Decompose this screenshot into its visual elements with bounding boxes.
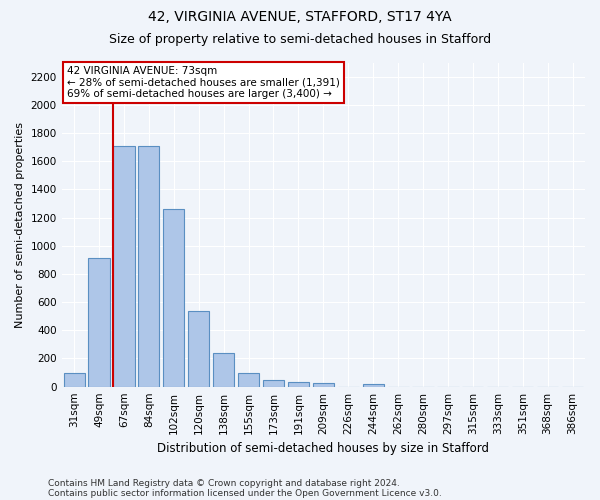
Bar	[362, 384, 384, 386]
Bar	[113, 146, 134, 386]
Text: 42, VIRGINIA AVENUE, STAFFORD, ST17 4YA: 42, VIRGINIA AVENUE, STAFFORD, ST17 4YA	[148, 10, 452, 24]
Bar	[138, 146, 160, 386]
Text: Contains HM Land Registry data © Crown copyright and database right 2024.: Contains HM Land Registry data © Crown c…	[48, 478, 400, 488]
Bar	[188, 312, 209, 386]
X-axis label: Distribution of semi-detached houses by size in Stafford: Distribution of semi-detached houses by …	[157, 442, 490, 455]
Bar	[213, 353, 234, 386]
Text: Size of property relative to semi-detached houses in Stafford: Size of property relative to semi-detach…	[109, 32, 491, 46]
Bar	[313, 383, 334, 386]
Text: Contains public sector information licensed under the Open Government Licence v3: Contains public sector information licen…	[48, 488, 442, 498]
Bar	[88, 258, 110, 386]
Bar	[163, 209, 184, 386]
Bar	[238, 372, 259, 386]
Bar	[288, 382, 309, 386]
Bar	[263, 380, 284, 386]
Y-axis label: Number of semi-detached properties: Number of semi-detached properties	[15, 122, 25, 328]
Bar	[64, 374, 85, 386]
Text: 42 VIRGINIA AVENUE: 73sqm
← 28% of semi-detached houses are smaller (1,391)
69% : 42 VIRGINIA AVENUE: 73sqm ← 28% of semi-…	[67, 66, 340, 99]
